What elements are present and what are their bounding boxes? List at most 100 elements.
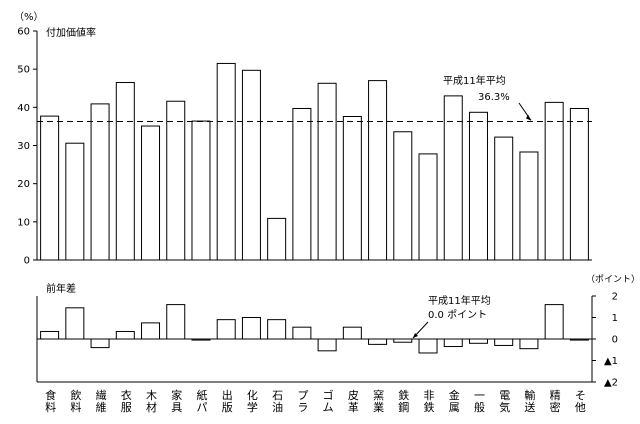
category-label: 料 <box>45 400 56 414</box>
category-label: ム <box>323 401 334 414</box>
bottom-bar <box>267 319 287 340</box>
top-bar <box>267 217 287 261</box>
category-label: 一 <box>474 389 485 402</box>
top-reference-value: 36.3% <box>478 92 510 103</box>
bottom-bar <box>292 326 312 340</box>
bottom-bar <box>342 326 362 340</box>
top-bar <box>241 69 261 261</box>
bottom-bar <box>90 338 110 349</box>
category-label: 密 <box>550 400 561 414</box>
bottom-bar <box>544 304 564 340</box>
category-label: 鉄 <box>424 400 435 414</box>
category-label: そ <box>575 389 586 402</box>
bottom-y-tick-label: ▲2 <box>604 378 618 389</box>
top-bar <box>166 100 186 261</box>
category-label: 繊 <box>96 389 107 402</box>
bottom-bar <box>241 317 261 340</box>
bottom-bar <box>191 338 211 341</box>
top-bar <box>90 103 110 261</box>
top-bar <box>519 151 539 261</box>
category-label: 衣 <box>121 388 132 402</box>
category-label: 具 <box>171 401 182 414</box>
category-labels: 食料飲料繊維衣服木材家具紙パ出版化学石油プラゴム皮革窯業鉄鋼非鉄金属一般電気輸送… <box>45 388 586 414</box>
category-label: 鉄 <box>398 388 409 402</box>
category-label: 輸 <box>524 388 535 402</box>
category-label: 維 <box>96 401 107 414</box>
top-bars <box>40 62 589 261</box>
category-label: 服 <box>121 401 132 414</box>
top-y-tick-label: 50 <box>17 65 30 76</box>
category-label: 他 <box>575 401 586 414</box>
bottom-bar <box>368 338 388 345</box>
bottom-bars <box>40 304 589 354</box>
top-bar <box>292 107 312 261</box>
bottom-reference-label: 平成11年平均 <box>428 294 491 307</box>
category-label: パ <box>196 401 207 414</box>
category-label: 皮 <box>348 389 359 402</box>
category-label: 鋼 <box>398 400 409 414</box>
category-label: 電 <box>499 389 510 402</box>
category-label: 油 <box>272 400 283 414</box>
category-label: 金 <box>449 388 460 402</box>
bottom-bar <box>317 338 337 352</box>
top-y-tick-label: 20 <box>17 179 30 190</box>
category-label: 革 <box>348 400 359 414</box>
top-y-tick-label: 10 <box>17 217 30 228</box>
top-bar <box>468 111 488 261</box>
category-label: 料 <box>70 400 81 414</box>
top-bar <box>216 62 236 261</box>
bottom-bar <box>141 322 161 340</box>
category-label: 出 <box>222 388 233 402</box>
top-y-tick-label: 0 <box>24 256 30 267</box>
category-label: 石 <box>272 389 283 402</box>
category-label: 家 <box>171 388 182 402</box>
bottom-bar <box>418 338 438 354</box>
top-bar <box>342 115 362 261</box>
bottom-bar <box>166 304 186 340</box>
bottom-bar <box>115 330 135 340</box>
category-label: 版 <box>222 400 233 414</box>
bottom-y-tick-label: 1 <box>612 313 618 324</box>
bottom-chart-title: 前年差 <box>46 282 76 295</box>
top-y-axis-unit: （%） <box>14 11 44 23</box>
bottom-chart: 前年差 （ポイント） 2 1 0 ▲1 ▲2 平成11年平均 0.0 ポイント <box>36 274 640 389</box>
top-bar <box>40 115 60 261</box>
top-bar <box>443 95 463 261</box>
top-y-tick-label: 30 <box>17 141 30 152</box>
category-label: 紙 <box>196 388 207 402</box>
category-label: 木 <box>146 389 157 402</box>
bottom-bar <box>519 338 539 350</box>
bottom-reference-arrowhead <box>413 333 418 338</box>
bottom-reference: 平成11年平均 0.0 ポイント <box>412 294 491 339</box>
category-label: 材 <box>146 400 157 414</box>
category-label: プ <box>297 389 308 402</box>
top-bar <box>544 101 564 261</box>
category-label: 業 <box>373 401 384 414</box>
top-bar <box>191 120 211 261</box>
bottom-bar <box>443 338 463 348</box>
category-label: 非 <box>424 389 435 402</box>
top-bar <box>65 142 85 261</box>
bottom-bar <box>216 319 236 340</box>
bottom-bar <box>494 338 514 346</box>
top-bar <box>418 153 438 261</box>
top-bar <box>393 131 413 261</box>
top-y-tick-label: 40 <box>17 103 30 114</box>
top-reference: 平成11年平均 36.3% <box>37 74 592 122</box>
category-label: 属 <box>449 401 460 414</box>
bottom-bar <box>40 330 60 340</box>
bottom-reference-value: 0.0 ポイント <box>428 309 487 321</box>
top-bar <box>368 80 388 261</box>
bottom-bar <box>569 338 589 341</box>
bottom-y-axis-unit: （ポイント） <box>586 274 640 285</box>
category-label: 精 <box>550 389 561 402</box>
bottom-bar <box>468 338 488 344</box>
top-bar <box>141 125 161 261</box>
bottom-y-tick-label: ▲1 <box>604 356 618 367</box>
bottom-y-tick-label: 0 <box>612 335 618 346</box>
top-bar <box>494 136 514 261</box>
category-label: ゴ <box>323 388 334 402</box>
top-y-tick-label: 60 <box>17 27 30 38</box>
category-label: 化 <box>247 388 258 402</box>
